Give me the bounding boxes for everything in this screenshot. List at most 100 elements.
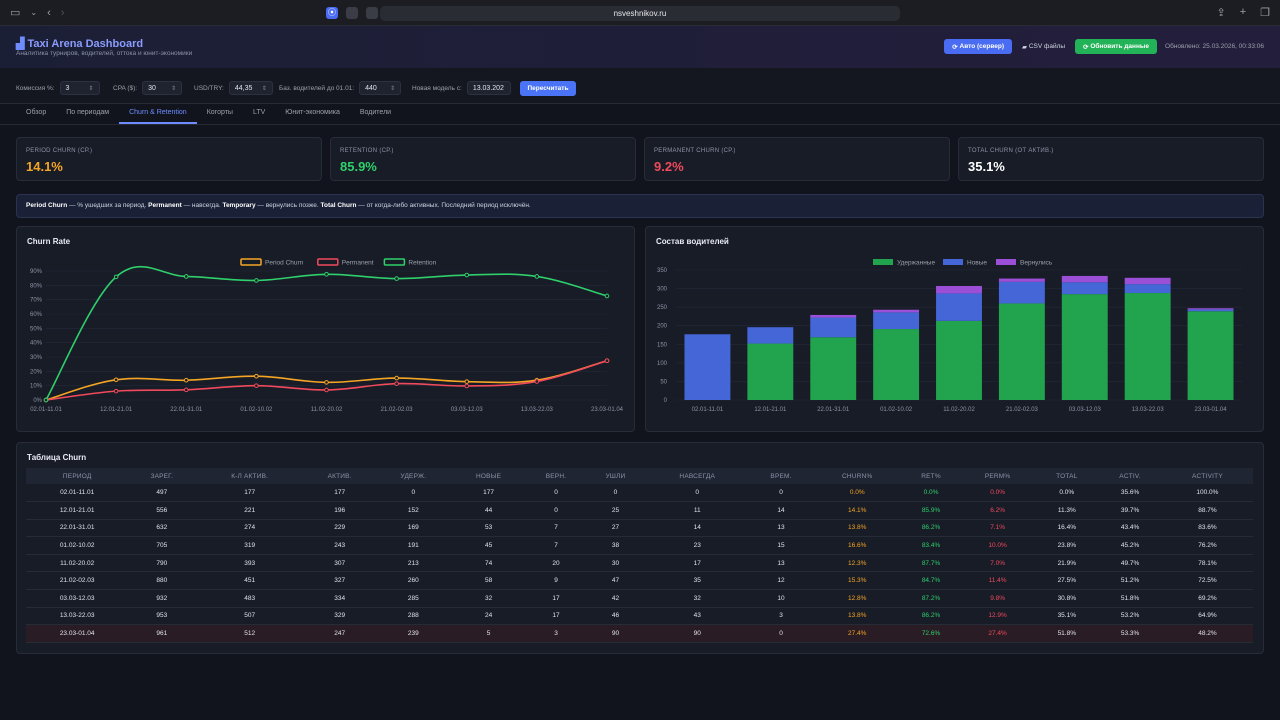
- table-header-cell: ВЕРН.: [525, 468, 587, 484]
- table-cell: 239: [375, 624, 452, 643]
- back-icon[interactable]: ‹: [47, 6, 51, 19]
- table-cell: 45.2%: [1098, 536, 1162, 555]
- app-header: [0, 26, 1280, 68]
- bar-segment: [1124, 277, 1171, 285]
- kpi-label: TOTAL CHURN (ОТ АКТИВ.): [968, 148, 1054, 154]
- refresh-data-button[interactable]: ⟳ Обновить данные: [1075, 39, 1158, 54]
- table-cell: 27.4%: [959, 624, 1036, 643]
- new-tab-icon[interactable]: +: [1239, 6, 1247, 18]
- auto-server-button[interactable]: ⟳ Авто (сервер): [944, 39, 1013, 54]
- table-header-cell: ЗАРЕГ.: [128, 468, 196, 484]
- table-cell: 13.8%: [812, 607, 903, 626]
- data-point: [324, 380, 329, 385]
- tab-unit-economics[interactable]: Юнит-экономика: [285, 109, 340, 116]
- table-cell: 0: [525, 484, 587, 503]
- table-cell: 30.8%: [1035, 589, 1099, 608]
- tab-drivers[interactable]: Водители: [359, 109, 392, 116]
- data-point: [604, 358, 610, 364]
- x-tick-label: 21.02-02.03: [381, 407, 414, 413]
- table-cell: 27.4%: [812, 624, 903, 643]
- tab-periods[interactable]: По периодам: [66, 109, 110, 116]
- data-point: [394, 375, 399, 381]
- table-cell: 21.9%: [1035, 554, 1099, 573]
- bar-segment: [936, 320, 982, 400]
- sidebar-toggle-icon[interactable]: ▭: [10, 7, 21, 19]
- x-tick-label: 22.01-31.01: [170, 407, 203, 413]
- table-header-cell: PERM%: [959, 468, 1036, 484]
- table-cell: 51.8%: [1098, 589, 1162, 608]
- tab-ltv[interactable]: LTV: [252, 109, 266, 116]
- stepper-icon[interactable]: ⇕: [261, 85, 267, 92]
- chevron-down-icon[interactable]: ⌄: [30, 8, 38, 17]
- extension-icon[interactable]: ⦿: [326, 7, 338, 19]
- x-tick-label: 01.02-10.02: [240, 407, 273, 413]
- tab-cohorts[interactable]: Когорты: [206, 109, 233, 116]
- extension-icon[interactable]: [346, 7, 358, 19]
- table-cell: 13.03-22.03: [26, 607, 129, 626]
- url-text: nsveshnikov.ru: [613, 9, 667, 18]
- bar-segment: [810, 317, 857, 338]
- stepper-icon[interactable]: ⇕: [390, 85, 396, 92]
- data-point: [113, 274, 119, 280]
- auto-server-label: Авто (сервер): [959, 43, 1005, 50]
- folder-icon: ▰: [1022, 43, 1029, 51]
- forward-icon[interactable]: ›: [60, 6, 65, 19]
- y-tick-label: 40%: [30, 341, 43, 347]
- cpa-input[interactable]: 30 ⇕: [142, 81, 183, 95]
- churn-rate-chart: 0% 10% 20% 30% 40% 50% 60% 70% 80% 90% 02.01-11.01…: [30, 258, 624, 413]
- table-cell: 76.2%: [1161, 536, 1253, 555]
- table-cell: 72.5%: [1161, 571, 1253, 591]
- table-cell: 01.02-10.02: [26, 536, 129, 555]
- stepper-icon[interactable]: ⇕: [171, 85, 177, 92]
- bar-segment: [998, 278, 1045, 282]
- new-model-param: Новая модель с: 13.03.202: [412, 81, 511, 95]
- y-tick-label: 10%: [30, 384, 43, 390]
- table-cell: 512: [195, 624, 305, 643]
- table-cell: 46: [586, 607, 645, 626]
- y-tick-label: 50%: [30, 326, 43, 332]
- table-cell: 86.2%: [902, 519, 960, 538]
- table-header-cell: К-Л АКТИВ.: [195, 468, 305, 484]
- bar-segment: [747, 343, 794, 400]
- recalculate-button[interactable]: Пересчитать: [520, 81, 576, 96]
- stepper-icon[interactable]: ⇕: [88, 85, 94, 92]
- share-icon[interactable]: ⇪: [1216, 7, 1226, 19]
- x-tick-label: 03.03-12.03: [1069, 407, 1102, 413]
- table-cell: 7: [525, 519, 587, 538]
- table-cell: 483: [195, 589, 305, 608]
- table-cell: 72.6%: [902, 624, 960, 643]
- table-cell: 13.8%: [812, 519, 903, 538]
- updated-timestamp: Обновлено: 25.03.2026, 00:33:06: [1165, 43, 1264, 50]
- table-row: 21.02-02.03 880 451 327 260 58 9 47 35 12 15.3% 84.…: [26, 571, 1253, 591]
- commission-label: Комиссия %:: [16, 84, 55, 92]
- table-cell: 334: [304, 589, 376, 608]
- table-cell: 47: [586, 571, 645, 591]
- table-cell: 177: [195, 484, 305, 503]
- commission-input[interactable]: 3 ⇕: [59, 81, 100, 95]
- extension-icon[interactable]: [366, 7, 378, 19]
- table-cell: 229: [304, 519, 376, 538]
- usd-try-input[interactable]: 44,35 ⇕: [228, 81, 273, 95]
- tab-churn-retention[interactable]: Churn & Retention: [119, 106, 197, 124]
- bar-segment: [873, 312, 920, 330]
- csv-files-button[interactable]: ▰ CSV файлы: [1020, 39, 1067, 54]
- x-tick-label: 01.02-10.02: [880, 407, 913, 413]
- base-drivers-input[interactable]: 440 ⇕: [359, 81, 402, 95]
- base-drivers-value: 440: [365, 84, 377, 92]
- tab-bar: Обзор По периодам Churn & Retention Кого…: [16, 106, 401, 124]
- tabs-overview-icon[interactable]: ❐: [1260, 7, 1270, 19]
- table-cell: 42: [586, 589, 645, 608]
- table-cell: 12.3%: [812, 554, 903, 573]
- address-bar[interactable]: nsveshnikov.ru: [380, 6, 900, 21]
- params-bar: [0, 68, 1280, 104]
- table-cell: 24: [451, 607, 526, 626]
- bar-segment: [1061, 275, 1108, 283]
- info-banner: Period Churn — % ушедших за период. Perm…: [16, 194, 1264, 218]
- table-cell: 12: [749, 571, 813, 591]
- table-cell: 43: [644, 607, 750, 626]
- churn-rate-title: Churn Rate: [27, 237, 71, 246]
- new-model-date-input[interactable]: 13.03.202: [466, 81, 511, 95]
- y-tick-label: 350: [657, 268, 668, 274]
- x-tick-label: 22.01-31.01: [817, 407, 850, 413]
- tab-overview[interactable]: Обзор: [26, 109, 47, 116]
